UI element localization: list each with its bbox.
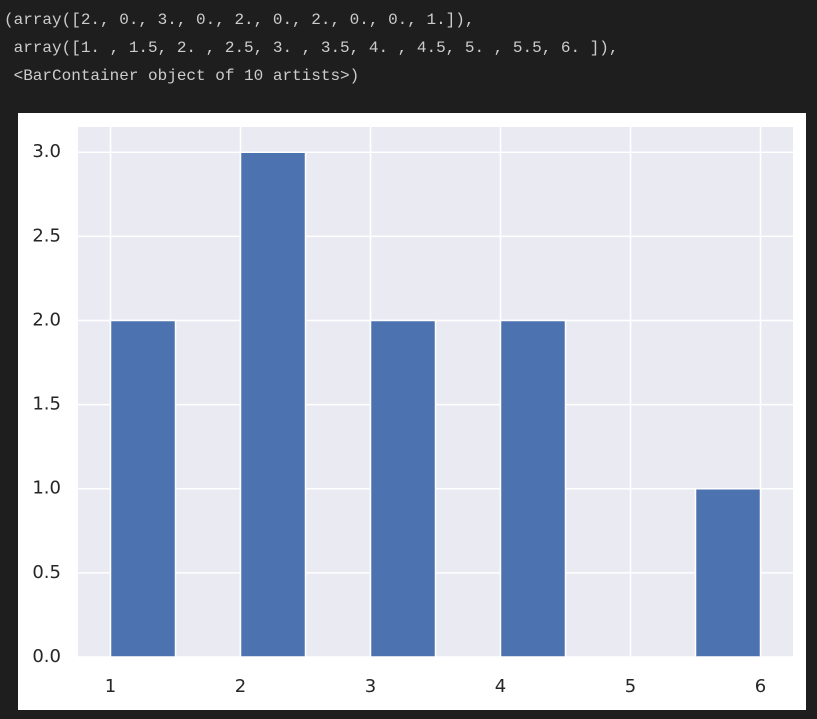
chart: 0.0 0.5 1.0 1.5 2.0 2.5 3.0 1 2 3 4 5 6 (18, 113, 806, 710)
y-tick-label: 3.0 (32, 141, 61, 162)
y-tick-label: 0.0 (32, 646, 61, 667)
y-tick-label: 1.5 (32, 394, 61, 415)
x-tick-label: 1 (105, 676, 116, 697)
output-line: <BarContainer object of 10 artists>) (4, 67, 360, 85)
x-tick-label: 5 (625, 676, 636, 697)
cell-output: (array([2., 0., 3., 0., 2., 0., 2., 0., … (4, 6, 619, 90)
y-tick-label: 1.0 (32, 478, 61, 499)
y-tick-label: 0.5 (32, 562, 61, 583)
x-tick-label: 6 (755, 676, 766, 697)
output-line: array([1. , 1.5, 2. , 2.5, 3. , 3.5, 4. … (4, 39, 619, 57)
bar (499, 319, 567, 658)
bar (109, 319, 177, 658)
x-tick-label: 3 (365, 676, 376, 697)
bar (694, 487, 762, 658)
x-tick-label: 2 (235, 676, 246, 697)
y-tick-label: 2.0 (32, 309, 61, 330)
bar (369, 319, 437, 658)
output-line: (array([2., 0., 3., 0., 2., 0., 2., 0., … (4, 11, 475, 29)
y-tick-label: 2.5 (32, 225, 61, 246)
x-tick-label: 4 (495, 676, 506, 697)
bar (239, 151, 307, 658)
